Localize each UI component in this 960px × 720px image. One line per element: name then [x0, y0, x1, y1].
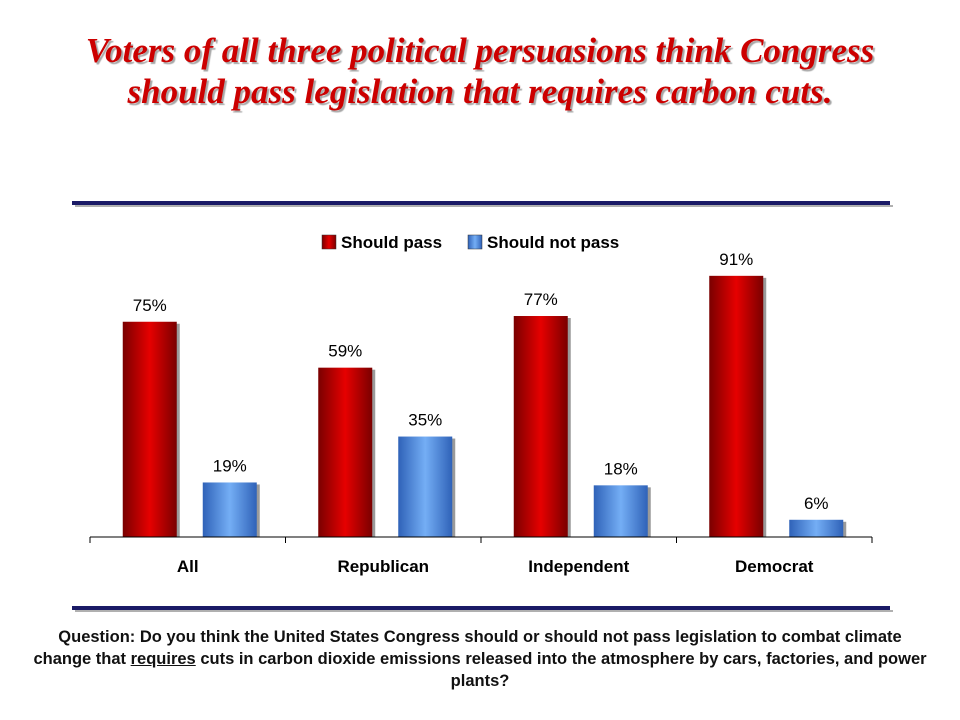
- legend-swatch: [321, 234, 337, 250]
- question-emphasis: requires: [130, 650, 196, 668]
- question-text-start: Question: Do you think the United States…: [33, 628, 902, 668]
- survey-question: Question: Do you think the United States…: [30, 626, 930, 692]
- data-label: 35%: [408, 411, 442, 430]
- question-divider: [72, 606, 893, 612]
- bar-should-not-pass: [398, 436, 453, 537]
- bar-should-not-pass: [593, 485, 648, 537]
- bar-should-pass: [513, 316, 568, 537]
- bar-should-pass: [122, 321, 177, 537]
- page-title: Voters of all three political persuasion…: [85, 31, 875, 111]
- data-label: 18%: [604, 459, 638, 478]
- data-label: 6%: [804, 494, 829, 513]
- data-label: 77%: [524, 290, 558, 309]
- data-label: 91%: [719, 250, 753, 269]
- legend-swatch: [467, 234, 483, 250]
- x-tick-label: Democrat: [735, 557, 814, 576]
- bar-should-pass: [318, 367, 373, 537]
- title-divider: [72, 201, 893, 207]
- bar-should-pass: [709, 275, 764, 537]
- legend-label: Should not pass: [487, 233, 619, 252]
- data-label: 59%: [328, 342, 362, 361]
- legend-label: Should pass: [341, 233, 442, 252]
- x-tick-label: All: [177, 557, 199, 576]
- bar-should-not-pass: [202, 482, 257, 537]
- data-label: 75%: [133, 296, 167, 315]
- x-tick-label: Independent: [528, 557, 629, 576]
- data-label: 19%: [213, 456, 247, 475]
- x-tick-label: Republican: [337, 557, 429, 576]
- question-text-end: cuts in carbon dioxide emissions release…: [195, 650, 927, 690]
- bar-should-not-pass: [789, 519, 844, 537]
